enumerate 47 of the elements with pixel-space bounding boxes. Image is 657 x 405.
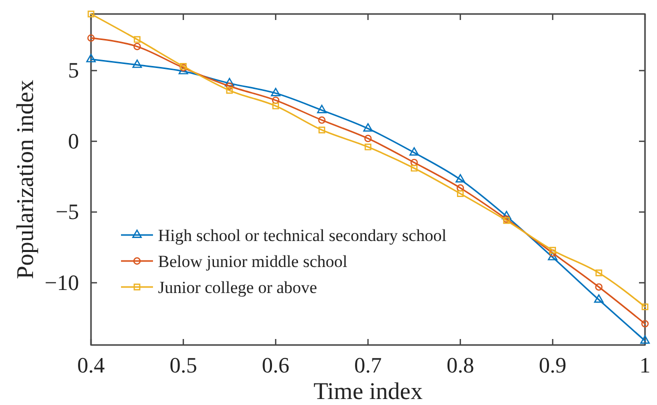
x-tick-label: 0.6 bbox=[262, 352, 290, 378]
point bbox=[226, 87, 233, 94]
point bbox=[456, 184, 464, 192]
x-tick-label: 1 bbox=[640, 352, 650, 378]
point bbox=[594, 294, 604, 303]
point bbox=[364, 144, 372, 150]
point bbox=[86, 54, 96, 62]
point bbox=[132, 60, 142, 68]
x-axis-title: Time index bbox=[313, 379, 423, 405]
point bbox=[272, 96, 280, 104]
legend-label: Junior college or above bbox=[158, 278, 318, 297]
point bbox=[642, 303, 648, 310]
point bbox=[272, 102, 280, 110]
x-tick-label: 0.7 bbox=[354, 352, 382, 378]
point bbox=[456, 190, 464, 197]
point bbox=[409, 147, 419, 156]
point bbox=[226, 82, 234, 90]
point bbox=[456, 174, 466, 183]
point bbox=[88, 10, 94, 18]
legend-label: Below junior middle school bbox=[158, 252, 348, 271]
point bbox=[549, 246, 556, 254]
x-tick-label: 0.5 bbox=[170, 352, 198, 378]
point bbox=[318, 126, 326, 134]
y-axis-title: Popularization index bbox=[13, 80, 39, 280]
point bbox=[364, 134, 372, 142]
point bbox=[410, 164, 418, 172]
point bbox=[270, 88, 280, 96]
y-tick-label: 5 bbox=[68, 58, 79, 83]
y-tick-label: 0 bbox=[68, 128, 79, 154]
point bbox=[548, 252, 558, 260]
x-tick-label: 0.4 bbox=[77, 352, 105, 378]
x-tick-label: 0.8 bbox=[446, 352, 474, 378]
point bbox=[502, 210, 512, 220]
point bbox=[595, 270, 602, 276]
point bbox=[595, 283, 603, 291]
point bbox=[224, 78, 234, 86]
y-tick-label: −10 bbox=[44, 270, 79, 295]
point bbox=[363, 123, 373, 132]
legend-label: High school or technical secondary school bbox=[158, 226, 447, 245]
point bbox=[548, 249, 556, 257]
point bbox=[134, 36, 141, 43]
point bbox=[317, 104, 327, 114]
point bbox=[410, 158, 418, 166]
x-tick-label: 0.9 bbox=[538, 352, 566, 378]
point bbox=[318, 116, 326, 124]
point bbox=[133, 42, 141, 50]
y-tick-label: −5 bbox=[56, 199, 79, 224]
